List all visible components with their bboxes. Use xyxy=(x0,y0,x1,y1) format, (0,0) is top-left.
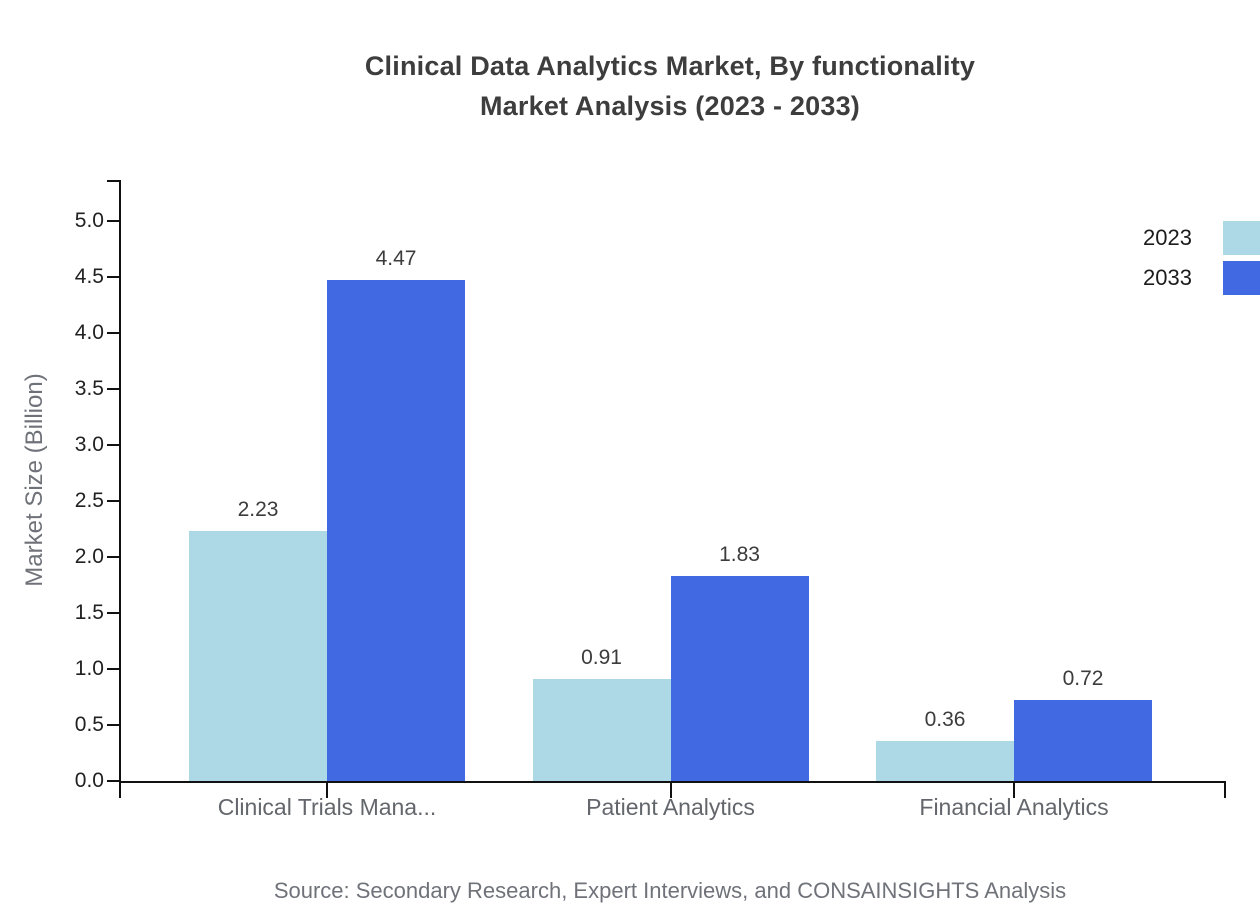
x-tick xyxy=(326,781,328,798)
bar-2023-3 xyxy=(876,741,1014,781)
x-tick xyxy=(118,781,121,798)
y-tick xyxy=(106,500,119,502)
y-tick xyxy=(106,668,119,670)
y-tick xyxy=(106,388,119,390)
y-tick xyxy=(106,724,119,726)
y-tick-label: 2.0 xyxy=(74,545,104,568)
y-tick-label: 0.0 xyxy=(74,769,104,792)
y-axis-top-cap xyxy=(106,180,119,182)
bar-value-label: 0.91 xyxy=(581,646,622,669)
chart-title-line-2: Market Analysis (2023 - 2033) xyxy=(479,91,860,121)
bar-2023-2 xyxy=(532,679,671,781)
y-tick xyxy=(106,220,119,222)
bar-2023-1 xyxy=(189,531,327,781)
x-category-label: Patient Analytics xyxy=(586,794,755,820)
y-tick-label: 3.5 xyxy=(74,377,104,400)
y-tick-label: 1.0 xyxy=(74,657,104,680)
y-tick-label: 4.0 xyxy=(74,321,104,344)
y-tick-label: 5.0 xyxy=(74,209,104,232)
legend-swatch-2033 xyxy=(1223,261,1260,295)
y-tick xyxy=(106,780,119,782)
y-tick-label: 2.5 xyxy=(74,489,104,512)
x-category-label: Clinical Trials Mana... xyxy=(217,794,437,820)
y-tick xyxy=(106,444,119,446)
chart-title-line-1: Clinical Data Analytics Market, By funct… xyxy=(364,51,976,81)
x-tick xyxy=(1013,781,1015,798)
bar-value-label: 4.47 xyxy=(375,247,417,270)
x-axis-end-cap xyxy=(1224,781,1226,798)
y-axis-line xyxy=(118,180,121,783)
y-tick-label: 0.5 xyxy=(74,713,104,736)
x-axis-line xyxy=(118,781,1226,783)
y-tick xyxy=(106,556,119,558)
bar-value-label: 1.83 xyxy=(719,543,760,566)
x-category-label: Financial Analytics xyxy=(919,794,1109,820)
bar-value-label: 0.72 xyxy=(1062,667,1104,690)
x-tick xyxy=(669,781,672,798)
legend-swatch-2023 xyxy=(1223,221,1260,255)
source-note: Source: Secondary Research, Expert Inter… xyxy=(273,878,1067,903)
chart-title: Clinical Data Analytics Market, By funct… xyxy=(120,46,1220,126)
y-tick-label: 1.5 xyxy=(74,601,104,624)
y-tick-label: 3.0 xyxy=(74,433,104,456)
y-tick xyxy=(106,612,119,614)
legend-label-2023: 2023 xyxy=(1143,225,1192,250)
y-tick xyxy=(106,276,119,278)
y-tick xyxy=(106,332,119,334)
bar-2033-1 xyxy=(327,280,465,781)
bar-value-label: 2.23 xyxy=(237,498,279,521)
y-tick-label: 4.5 xyxy=(74,265,104,288)
bar-2033-2 xyxy=(670,576,809,781)
bar-value-label: 0.36 xyxy=(924,708,966,731)
bar-2033-3 xyxy=(1014,700,1152,781)
legend-label-2033: 2033 xyxy=(1143,265,1192,290)
